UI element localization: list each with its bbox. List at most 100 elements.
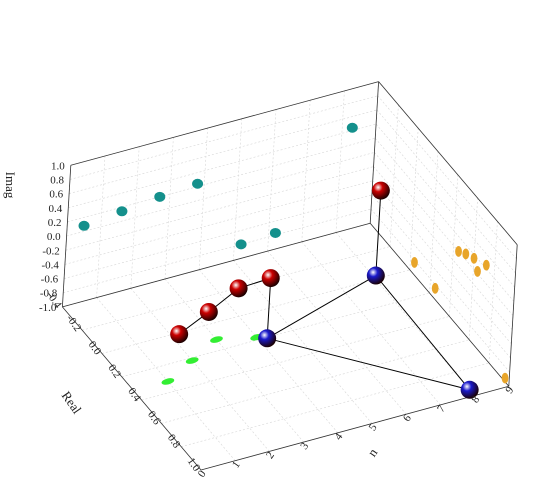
projection-point bbox=[235, 239, 247, 250]
frame-edge bbox=[369, 81, 379, 224]
frame-edge bbox=[62, 306, 202, 471]
grid-side-real bbox=[389, 104, 399, 247]
grid-side-imag bbox=[375, 123, 515, 288]
projection-point bbox=[192, 178, 204, 189]
tick-label-n: 5 bbox=[367, 421, 380, 433]
projection-point bbox=[154, 191, 166, 202]
tick-label-n: 0 bbox=[196, 468, 209, 480]
grid-back-imag bbox=[69, 95, 378, 180]
tick-label-real: 0.2 bbox=[105, 362, 123, 380]
axis-title-real: Real bbox=[59, 388, 85, 416]
connection-lines bbox=[178, 190, 472, 391]
grid-back-n bbox=[164, 137, 174, 280]
grid-side-real bbox=[429, 151, 439, 294]
data-point-sphere bbox=[460, 380, 479, 399]
projection-point bbox=[116, 206, 128, 217]
grid-back-imag bbox=[66, 152, 375, 237]
data-point-sphere bbox=[261, 269, 280, 288]
data-point-sphere bbox=[371, 181, 390, 200]
grid-back-n bbox=[130, 146, 140, 289]
grid-back-imag bbox=[65, 166, 374, 251]
grid-floor-n bbox=[301, 241, 441, 406]
grid-back-imag bbox=[64, 180, 373, 265]
grid-side-imag bbox=[376, 109, 516, 274]
grid-floor-n bbox=[267, 250, 407, 415]
grid-floor-n bbox=[233, 260, 373, 424]
tick-label-real: 0.0 bbox=[86, 339, 104, 358]
grid-floor-real bbox=[82, 246, 391, 331]
grid-lines bbox=[62, 81, 518, 471]
grid-floor-real bbox=[101, 269, 410, 354]
projection-point bbox=[210, 336, 223, 343]
connection-path bbox=[266, 275, 377, 339]
axis-title-imag: Imag bbox=[3, 172, 18, 199]
frame-edge bbox=[62, 222, 371, 308]
grid-floor-n bbox=[164, 278, 304, 443]
tick-label-imag: 0.0 bbox=[47, 231, 61, 243]
grid-side-imag bbox=[374, 152, 514, 316]
grid-back-imag bbox=[67, 137, 376, 223]
grid-floor-real bbox=[181, 362, 490, 447]
data-point-sphere bbox=[229, 279, 248, 298]
grid-side-real bbox=[488, 221, 498, 364]
projection-point bbox=[501, 372, 509, 384]
tick-label-n: 9 bbox=[503, 384, 516, 396]
projection-point bbox=[470, 252, 478, 264]
tick-labels: -1.0-0.8-0.6-0.4-0.20.00.20.40.60.81.0-0… bbox=[39, 160, 517, 479]
tick-label-imag: 1.0 bbox=[51, 160, 65, 172]
projection-point bbox=[455, 246, 462, 257]
grid-side-imag bbox=[372, 180, 512, 345]
data-point-sphere bbox=[199, 302, 218, 321]
grid-side-imag bbox=[377, 95, 517, 260]
grid-side-imag bbox=[375, 138, 515, 302]
tick-label-imag: 0.6 bbox=[49, 189, 63, 201]
tick-label-real: 0.6 bbox=[145, 409, 163, 428]
grid-back-imag bbox=[64, 194, 372, 279]
grid-floor-real bbox=[161, 339, 470, 424]
tick-label-n: 4 bbox=[332, 431, 345, 443]
sphere-markers bbox=[170, 181, 479, 399]
tick-label-n: 7 bbox=[435, 403, 448, 415]
grid-floor-real bbox=[121, 292, 430, 378]
projection-point bbox=[474, 266, 481, 277]
projection-point bbox=[78, 220, 90, 231]
frame-edge bbox=[378, 81, 518, 245]
grid-side-imag bbox=[373, 166, 513, 330]
projection-point bbox=[185, 357, 199, 364]
axis-title-n: n bbox=[364, 445, 380, 459]
projection-point bbox=[482, 259, 490, 271]
projection-point bbox=[462, 248, 470, 260]
grid-back-n bbox=[335, 90, 345, 233]
grid-floor-real bbox=[141, 316, 450, 401]
plot-frame bbox=[62, 81, 518, 471]
data-point-sphere bbox=[366, 266, 385, 285]
tick-label-n: 8 bbox=[469, 394, 482, 406]
frame-edge bbox=[62, 165, 72, 307]
tick-label-imag: 0.2 bbox=[48, 217, 62, 229]
grid-side-imag bbox=[371, 194, 511, 359]
tick-label-n: 2 bbox=[264, 450, 277, 461]
grid-back-imag bbox=[69, 109, 377, 194]
projection-point bbox=[161, 378, 175, 385]
tick-label-real: 0.4 bbox=[125, 386, 143, 405]
grid-back-imag bbox=[68, 123, 377, 209]
grid-back-imag bbox=[63, 208, 372, 294]
tick-label-n: 6 bbox=[401, 412, 414, 424]
projection-point bbox=[346, 122, 358, 133]
frame-edge bbox=[70, 81, 379, 166]
projection-point bbox=[431, 282, 439, 294]
tick-label-real: 0.8 bbox=[165, 432, 183, 451]
tick-label-imag: -0.2 bbox=[42, 245, 59, 257]
connection-path bbox=[178, 190, 472, 391]
frame-edge bbox=[369, 222, 510, 387]
data-point-sphere bbox=[170, 325, 189, 344]
tick-label-imag: -0.8 bbox=[40, 288, 58, 300]
grid-back-n bbox=[96, 155, 106, 298]
tick-label-imag: 0.4 bbox=[49, 203, 63, 215]
frame-edge bbox=[200, 385, 509, 471]
frame-edge bbox=[508, 244, 518, 387]
tick-label-real: -0.2 bbox=[64, 313, 84, 334]
tick-label-n: 3 bbox=[298, 440, 311, 452]
data-point-sphere bbox=[258, 329, 277, 348]
